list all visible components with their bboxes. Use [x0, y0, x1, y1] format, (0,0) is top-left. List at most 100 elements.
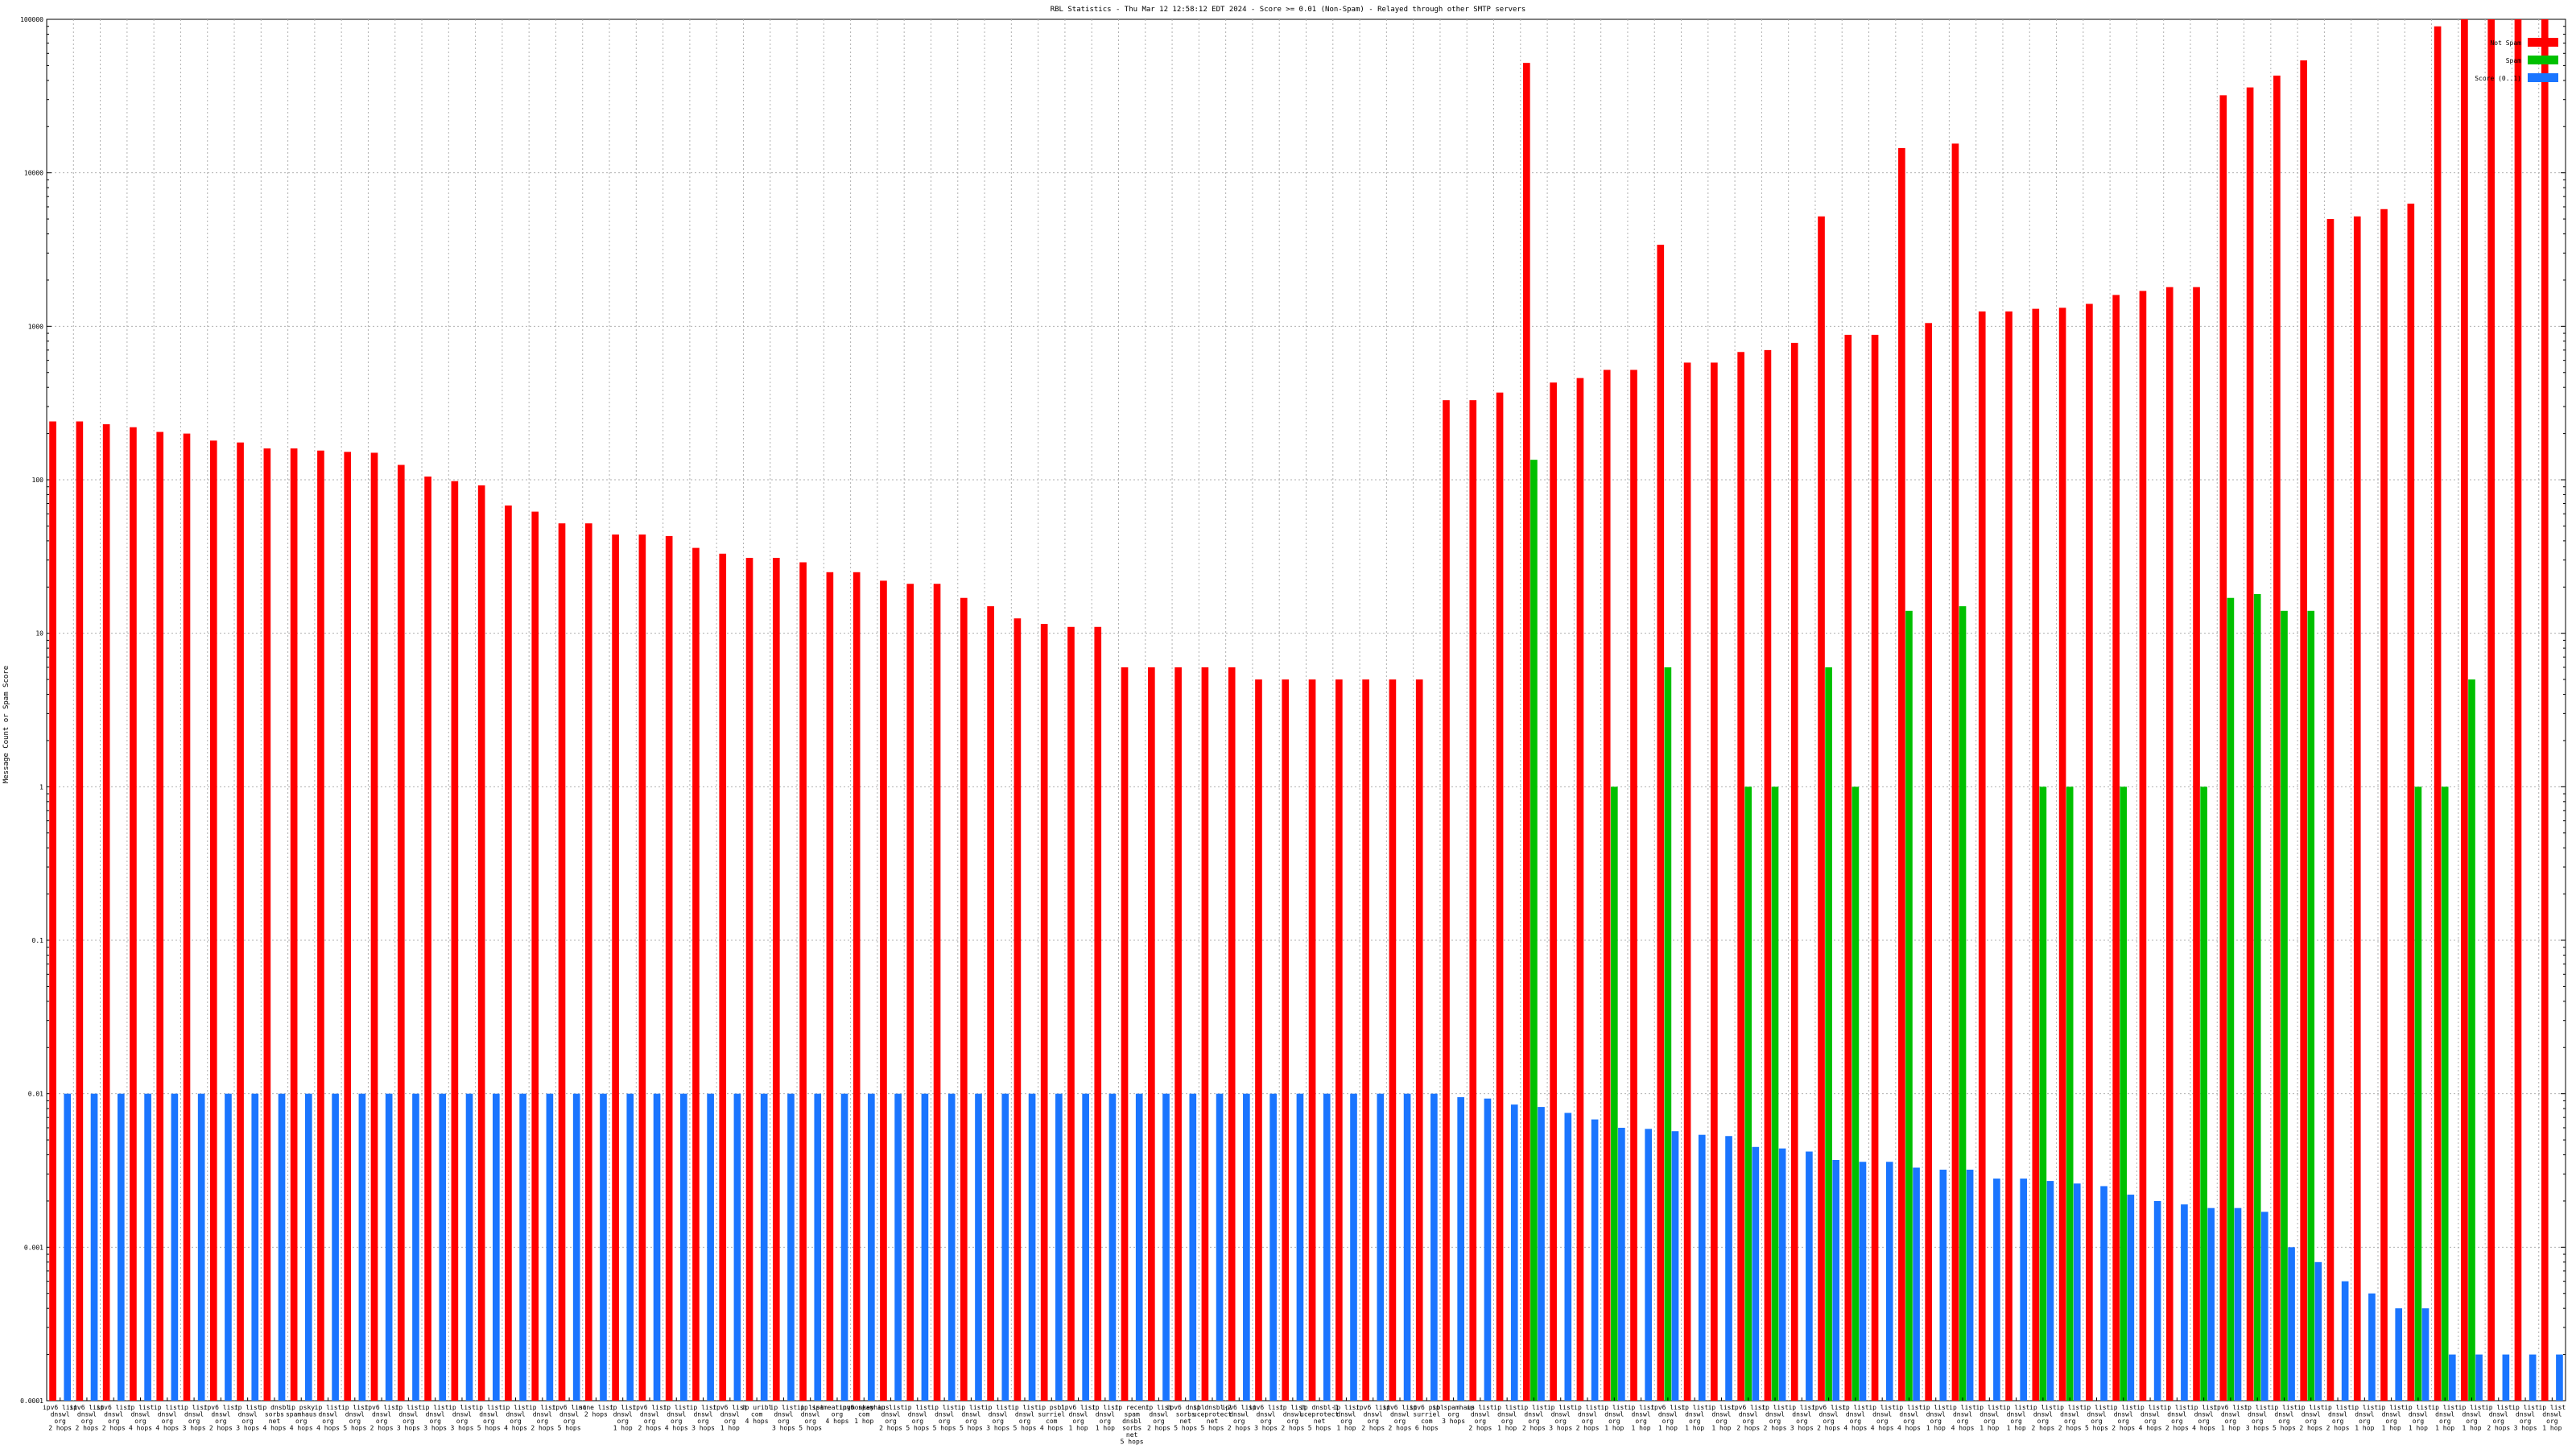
bar-not-spam — [1335, 679, 1343, 1401]
x-category-label-line: ip uribl — [741, 1404, 773, 1411]
bar-score — [1778, 1148, 1786, 1401]
x-category-label-line: spam — [1125, 1411, 1140, 1418]
x-category-label-line: 1 hop — [2221, 1425, 2240, 1432]
bar-score — [439, 1093, 447, 1401]
bar-not-spam — [2487, 19, 2496, 1401]
x-category-label-line: 4 hops — [504, 1425, 527, 1432]
x-category-label-line: 2 hops — [1147, 1425, 1170, 1432]
bar-score — [600, 1093, 607, 1401]
bar-not-spam — [1443, 400, 1450, 1401]
x-category-label: ip list dnswl org 3 hops — [448, 1404, 476, 1432]
x-category-label: ipv6 list dnswl org 2 hops — [1811, 1404, 1847, 1432]
bar-score — [1671, 1131, 1679, 1401]
bar-score — [2368, 1293, 2376, 1401]
legend-label: Spam — [2506, 57, 2521, 64]
x-category-label-line: 2 hops — [1736, 1425, 1760, 1432]
bar-score — [921, 1093, 929, 1401]
x-category-label-line: ip list — [2297, 1404, 2325, 1411]
x-category-label-line: dnswl — [2328, 1411, 2347, 1418]
x-category-label-line: dnswl — [2489, 1411, 2508, 1418]
x-category-label: ip list dnswl org 3 hops — [180, 1404, 208, 1432]
bar-score — [1538, 1107, 1545, 1401]
x-category-label-line: ip list — [1975, 1404, 2003, 1411]
x-category-label: ipv6 list dnswl org 2 hops — [1382, 1404, 1418, 1432]
x-category-label-line: net — [1179, 1418, 1191, 1425]
x-category-label-line: 1 hop — [2409, 1425, 2428, 1432]
x-category-label-line: ip list — [2110, 1404, 2137, 1411]
bar-not-spam — [102, 424, 110, 1401]
x-category-label-line: ipv6 list — [632, 1404, 667, 1411]
bar-not-spam — [638, 534, 646, 1401]
bar-not-spam — [1362, 679, 1369, 1401]
x-category-label-line: 5 hops — [1174, 1425, 1197, 1432]
x-category-label-line: dnswl — [318, 1411, 337, 1418]
x-category-label-line: 2 hops — [48, 1425, 72, 1432]
x-category-label-line: ipv6 list — [43, 1404, 78, 1411]
x-category-label: ip list dnswl org 3 hops — [2512, 1404, 2539, 1432]
x-category-label-line: 2 hops — [1228, 1425, 1251, 1432]
x-category-label-line: dnswl — [935, 1411, 954, 1418]
x-category-label: ip list dnswl org 2 hops — [1574, 1404, 1601, 1432]
bar-not-spam — [612, 534, 619, 1401]
bar-spam — [1530, 460, 1538, 1401]
y-tick-label: 10000 — [24, 170, 43, 177]
bar-spam — [1664, 667, 1672, 1401]
x-category-label-line: org — [2171, 1418, 2183, 1425]
bar-score — [1966, 1170, 1974, 1401]
x-category-label-line: 2 hops — [75, 1425, 98, 1432]
legend-label: Score (0..1) — [2475, 75, 2521, 82]
x-category-label-line: 3 hops — [397, 1425, 420, 1432]
x-category-label-line: sorbs — [1122, 1425, 1141, 1432]
x-category-label-line: ip list — [1842, 1404, 1869, 1411]
y-tick-label: 1 — [39, 783, 43, 791]
x-category-label-line: ip spameatingmonkey — [800, 1404, 874, 1411]
x-category-label-line: org — [1582, 1418, 1594, 1425]
x-category-label-line: ip list — [1574, 1404, 1601, 1411]
x-category-label-line: 5 hops — [343, 1425, 366, 1432]
y-tick-label: 0.01 — [28, 1091, 43, 1098]
x-category-label-line: org — [1608, 1418, 1620, 1425]
x-category-label: ip list dnswl org 1 hop — [2538, 1404, 2566, 1432]
x-category-label-line: 5 hops — [906, 1425, 929, 1432]
x-category-label-line: ip list — [2405, 1404, 2432, 1411]
x-category-label-line: ipv6 list — [1222, 1404, 1257, 1411]
x-category-label: ip list dnswl org 2 hops — [2485, 1404, 2512, 1432]
x-category-label-line: 5 hops — [1201, 1425, 1224, 1432]
x-category-label-line: org — [724, 1418, 737, 1425]
x-category-label-line: org — [1796, 1418, 1808, 1425]
x-category-label-line: 4 hops — [2139, 1425, 2162, 1432]
x-category-label-line: dnswl — [1283, 1411, 1302, 1418]
x-category-label-line: 2 hops — [1576, 1425, 1600, 1432]
x-category-label-line: org — [1367, 1418, 1379, 1425]
x-category-label: ip list dnswl org 2 hops — [2297, 1404, 2325, 1432]
x-category-label-line: 1 hop — [2435, 1425, 2454, 1432]
x-category-label-line: dnswl — [1658, 1411, 1678, 1418]
bar-score — [1806, 1151, 1813, 1401]
bar-score — [1698, 1134, 1706, 1401]
x-category-label-line: org — [54, 1418, 66, 1425]
x-category-label: ip list dnswl org 2 hops — [2110, 1404, 2137, 1432]
bar-not-spam — [183, 433, 191, 1401]
x-category-label-line: ip list — [2244, 1404, 2271, 1411]
x-category-label-line: ip list — [180, 1404, 208, 1411]
x-category-label-line: ip list — [1922, 1404, 1950, 1411]
x-category-label-line: org — [1984, 1418, 1996, 1425]
x-category-label-line: dnswl — [1926, 1411, 1946, 1418]
bar-score — [787, 1093, 795, 1401]
x-category-label-line: ipv6 psbl — [1410, 1404, 1445, 1411]
x-category-label-line: ipv6 spamhaus — [839, 1404, 890, 1411]
bar-not-spam — [2086, 303, 2093, 1402]
bar-score — [572, 1093, 580, 1401]
bar-not-spam — [1951, 143, 1959, 1401]
x-category-label-line: dnswl — [533, 1411, 552, 1418]
x-category-label-line: org — [81, 1418, 93, 1425]
x-category-label-line: org — [1689, 1418, 1701, 1425]
x-category-label-line: 3 hops — [1254, 1425, 1278, 1432]
x-category-label-line: 4 hops — [316, 1425, 340, 1432]
x-category-label-line: ip list — [1011, 1404, 1038, 1411]
x-category-label-line: 4 hops — [262, 1425, 286, 1432]
bar-score — [868, 1093, 875, 1401]
x-category-label-line: org — [885, 1418, 897, 1425]
x-category-label-line: org — [483, 1418, 495, 1425]
x-category-label-line: 3 hops — [1442, 1418, 1465, 1425]
